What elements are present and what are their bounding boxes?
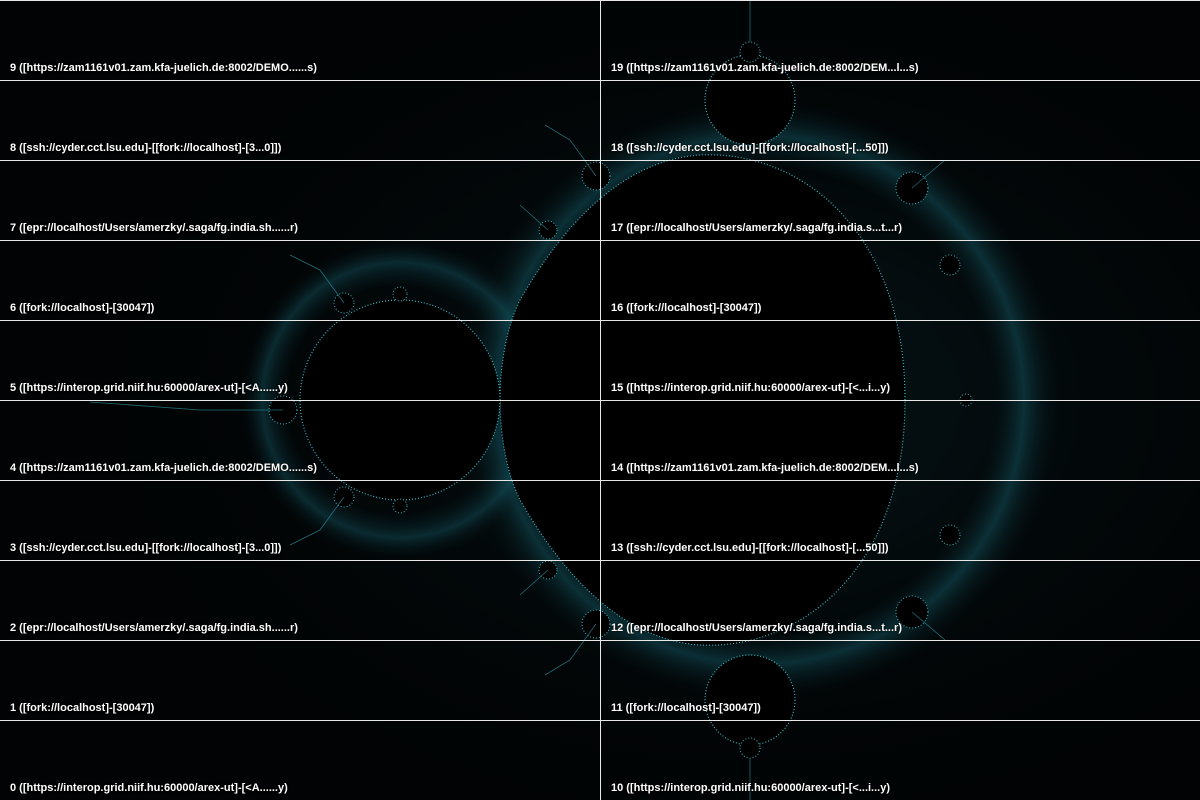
tile-4: 4 ([https://zam1161v01.zam.kfa-juelich.d…: [0, 400, 600, 480]
tile-label: 4 ([https://zam1161v01.zam.kfa-juelich.d…: [10, 462, 317, 474]
tile-label: 11 ([fork://localhost]-[30047]): [611, 702, 761, 714]
tile-11: 11 ([fork://localhost]-[30047]): [600, 640, 1200, 720]
tile-label: 7 ([epr://localhost/Users/amerzky/.saga/…: [10, 222, 298, 234]
tile-label: 18 ([ssh://cyder.cct.lsu.edu]-[[fork://l…: [611, 142, 889, 154]
tile-14: 14 ([https://zam1161v01.zam.kfa-juelich.…: [600, 400, 1200, 480]
tile-label: 15 ([https://interop.grid.niif.hu:60000/…: [611, 382, 891, 394]
tile-5: 5 ([https://interop.grid.niif.hu:60000/a…: [0, 320, 600, 400]
tile-8: 8 ([ssh://cyder.cct.lsu.edu]-[[fork://lo…: [0, 80, 600, 160]
tile-2: 2 ([epr://localhost/Users/amerzky/.saga/…: [0, 560, 600, 640]
tile-10: 10 ([https://interop.grid.niif.hu:60000/…: [600, 720, 1200, 800]
top-bulb: [704, 54, 796, 146]
tile-16: 16 ([fork://localhost]-[30047]): [600, 240, 1200, 320]
tile-label: 2 ([epr://localhost/Users/amerzky/.saga/…: [10, 622, 298, 634]
tile-15: 15 ([https://interop.grid.niif.hu:60000/…: [600, 320, 1200, 400]
tile-label: 3 ([ssh://cyder.cct.lsu.edu]-[[fork://lo…: [10, 542, 282, 554]
tile-label: 6 ([fork://localhost]-[30047]): [10, 302, 155, 314]
tile-label: 14 ([https://zam1161v01.zam.kfa-juelich.…: [611, 462, 919, 474]
tile-6: 6 ([fork://localhost]-[30047]): [0, 240, 600, 320]
tile-18: 18 ([ssh://cyder.cct.lsu.edu]-[[fork://l…: [600, 80, 1200, 160]
tile-9: 9 ([https://zam1161v01.zam.kfa-juelich.d…: [0, 0, 600, 80]
tile-7: 7 ([epr://localhost/Users/amerzky/.saga/…: [0, 160, 600, 240]
tile-19: 19 ([https://zam1161v01.zam.kfa-juelich.…: [600, 0, 1200, 80]
tile-label: 1 ([fork://localhost]-[30047]): [10, 702, 155, 714]
tile-13: 13 ([ssh://cyder.cct.lsu.edu]-[[fork://l…: [600, 480, 1200, 560]
fractal-filaments: [89, 0, 946, 800]
bottom-bulb: [704, 654, 796, 746]
tile-17: 17 ([epr://localhost/Users/amerzky/.saga…: [600, 160, 1200, 240]
tile-label: 8 ([ssh://cyder.cct.lsu.edu]-[[fork://lo…: [10, 142, 282, 154]
tile-1: 1 ([fork://localhost]-[30047]): [0, 640, 600, 720]
tile-12: 12 ([epr://localhost/Users/amerzky/.saga…: [600, 560, 1200, 640]
tile-label: 12 ([epr://localhost/Users/amerzky/.saga…: [611, 622, 902, 634]
tile-label: 17 ([epr://localhost/Users/amerzky/.saga…: [611, 222, 902, 234]
tile-label: 13 ([ssh://cyder.cct.lsu.edu]-[[fork://l…: [611, 542, 889, 554]
tile-label: 0 ([https://interop.grid.niif.hu:60000/a…: [10, 782, 288, 794]
tile-label: 19 ([https://zam1161v01.zam.kfa-juelich.…: [611, 62, 919, 74]
tile-label: 5 ([https://interop.grid.niif.hu:60000/a…: [10, 382, 288, 394]
tile-label: 10 ([https://interop.grid.niif.hu:60000/…: [611, 782, 891, 794]
tile-label: 16 ([fork://localhost]-[30047]): [611, 302, 762, 314]
tile-label: 9 ([https://zam1161v01.zam.kfa-juelich.d…: [10, 62, 317, 74]
tile-3: 3 ([ssh://cyder.cct.lsu.edu]-[[fork://lo…: [0, 480, 600, 560]
top-mini-bulb: [739, 41, 761, 63]
tile-0: 0 ([https://interop.grid.niif.hu:60000/a…: [0, 720, 600, 800]
